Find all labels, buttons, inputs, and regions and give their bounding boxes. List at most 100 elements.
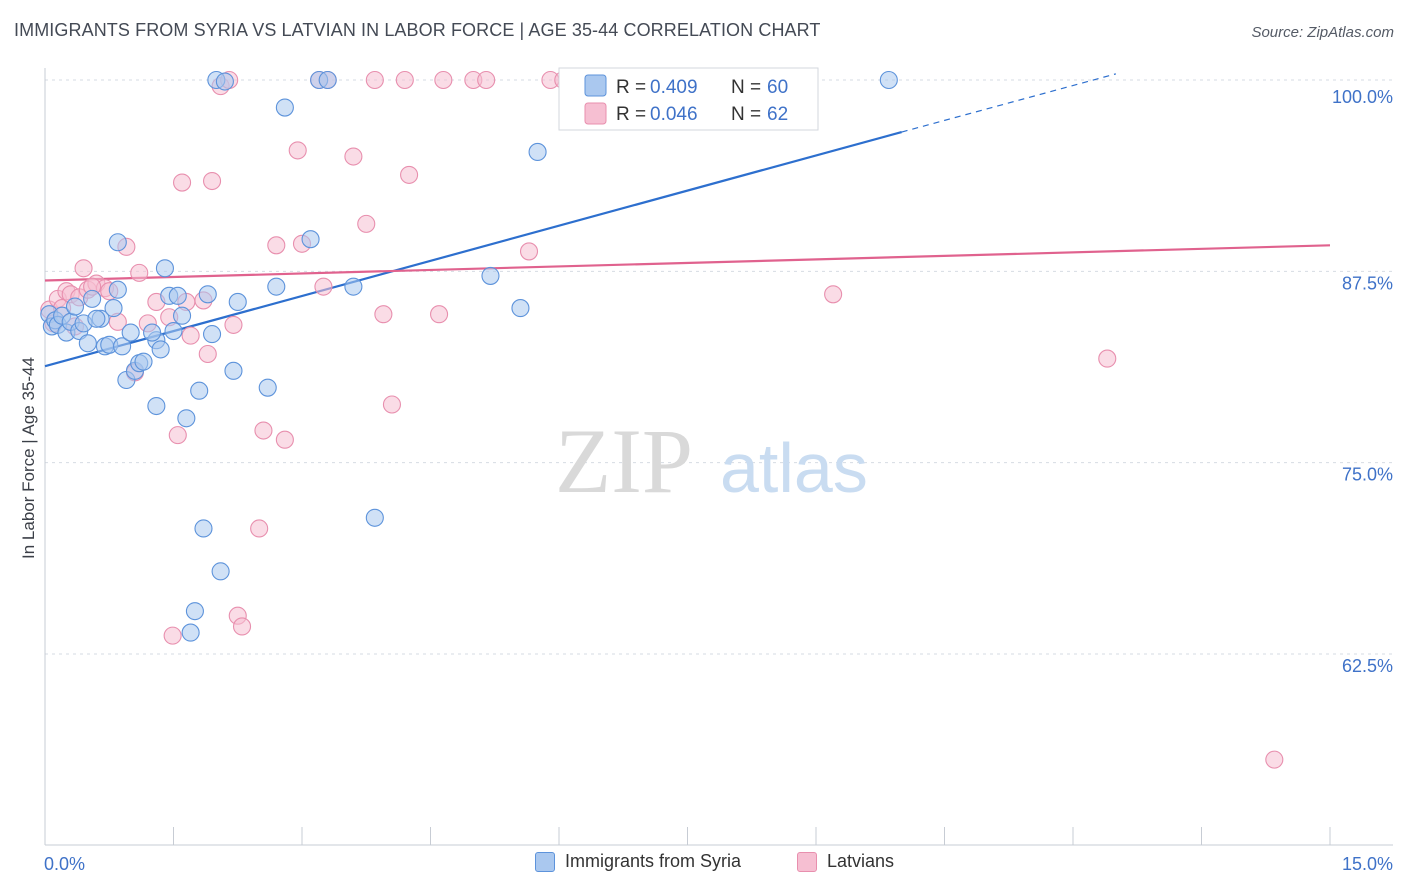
syria-point-48 bbox=[365, 508, 384, 527]
syria-point-57 bbox=[108, 233, 127, 252]
latvians-point-20 bbox=[173, 173, 192, 192]
latvians-point-44 bbox=[395, 70, 414, 90]
syria-point-50 bbox=[481, 266, 500, 285]
latvians-point-46 bbox=[430, 305, 449, 324]
syria-point-24 bbox=[147, 396, 166, 416]
latvians-point-40 bbox=[357, 214, 376, 233]
latvians-point-22 bbox=[181, 326, 200, 345]
syria-point-41 bbox=[258, 378, 277, 397]
bottom-legend: Immigrants from Syria Latvians bbox=[0, 851, 1406, 879]
syria-point-47 bbox=[344, 277, 363, 296]
syria-point-32 bbox=[190, 381, 209, 400]
legend-n-value-2: 62 bbox=[767, 104, 788, 125]
legend-n-label-2: N = bbox=[731, 104, 761, 125]
syria-point-11 bbox=[83, 289, 102, 308]
latvians-point-15 bbox=[130, 263, 149, 282]
trend-line-syria-extension bbox=[901, 73, 1116, 133]
latvians-point-38 bbox=[314, 277, 333, 296]
syria-point-44 bbox=[301, 230, 320, 249]
legend-r-label-2: R = bbox=[616, 104, 646, 125]
latvians-point-45 bbox=[400, 165, 419, 184]
chart-title: IMMIGRANTS FROM SYRIA VS LATVIAN IN LABO… bbox=[14, 20, 821, 40]
swatch-syria bbox=[535, 851, 555, 872]
syria-point-28 bbox=[164, 321, 183, 341]
trend-line-latvians bbox=[44, 244, 1331, 282]
latvians-point-25 bbox=[203, 171, 222, 191]
syria-point-30 bbox=[173, 306, 192, 325]
syria-point-46 bbox=[318, 70, 337, 90]
syria-point-25 bbox=[151, 340, 170, 359]
syria-point-49 bbox=[528, 142, 547, 161]
syria-point-31 bbox=[177, 409, 196, 428]
syria-point-42 bbox=[267, 277, 286, 296]
latvians-point-30 bbox=[232, 617, 252, 636]
source-label: Source: ZipAtlas.com bbox=[1251, 24, 1394, 41]
y-tick-labels: 100.0% 87.5% 75.0% 62.5% bbox=[1332, 87, 1393, 676]
x-tick-label-0: 0.0% bbox=[44, 854, 85, 874]
syria-point-33 bbox=[194, 519, 213, 538]
bottom-legend-item-latvians: Latvians bbox=[797, 851, 894, 872]
latvians-point-49 bbox=[477, 70, 496, 90]
syria-point-55 bbox=[185, 602, 204, 621]
latvians-point-24 bbox=[198, 344, 217, 364]
x-tick-labels: 0.0% 15.0% bbox=[44, 854, 1393, 874]
latvians-point-57 bbox=[1265, 750, 1284, 769]
latvians-point-56 bbox=[1098, 349, 1117, 368]
syria-point-19 bbox=[121, 323, 140, 342]
bottom-legend-item-syria: Immigrants from Syria bbox=[535, 851, 741, 872]
bottom-legend-label-syria: Immigrants from Syria bbox=[565, 851, 742, 871]
y-tick-label-0: 100.0% bbox=[1332, 87, 1393, 107]
syria-point-35 bbox=[203, 325, 222, 344]
syria-point-10 bbox=[78, 334, 97, 353]
latvians-point-35 bbox=[288, 141, 307, 160]
legend-r-value-1: 0.409 bbox=[650, 77, 698, 98]
syria-point-26 bbox=[155, 259, 174, 278]
latvians-point-41 bbox=[365, 70, 384, 90]
latvians-point-47 bbox=[434, 70, 453, 90]
syria-point-37 bbox=[211, 562, 230, 581]
latvians-point-33 bbox=[267, 236, 286, 255]
y-tick-label-3: 62.5% bbox=[1342, 656, 1393, 676]
syria-point-38 bbox=[215, 72, 234, 91]
points-syria bbox=[40, 70, 898, 642]
syria-point-7 bbox=[65, 297, 85, 316]
syria-point-34 bbox=[198, 285, 217, 304]
syria-point-22 bbox=[134, 352, 153, 371]
watermark-atlas: atlas bbox=[720, 429, 868, 507]
y-tick-label-1: 87.5% bbox=[1342, 273, 1393, 293]
syria-point-16 bbox=[108, 280, 127, 299]
latvians-point-58 bbox=[163, 626, 182, 645]
legend-box: R = 0.409 N = 60 R = 0.046 N = 62 bbox=[558, 67, 819, 131]
latvians-point-32 bbox=[254, 421, 273, 440]
axes bbox=[44, 68, 1393, 846]
syria-point-29 bbox=[168, 286, 187, 305]
watermark-zip: ZIP bbox=[555, 410, 693, 512]
latvians-point-39 bbox=[344, 147, 363, 166]
latvians-point-19 bbox=[168, 426, 187, 445]
latvians-point-55 bbox=[824, 285, 843, 304]
syria-point-15 bbox=[104, 299, 123, 318]
syria-point-40 bbox=[228, 292, 247, 311]
latvians-point-42 bbox=[374, 305, 393, 324]
y-axis-label: In Labor Force | Age 35-44 bbox=[19, 357, 38, 559]
syria-point-56 bbox=[181, 623, 200, 642]
syria-point-59 bbox=[87, 309, 106, 328]
latvians-point-31 bbox=[250, 519, 269, 538]
swatch-latvians bbox=[797, 851, 817, 872]
x-tick-label-1: 15.0% bbox=[1342, 854, 1393, 874]
latvians-point-7 bbox=[74, 259, 93, 278]
syria-point-39 bbox=[224, 361, 243, 380]
syria-point-17 bbox=[113, 337, 132, 356]
latvians-point-28 bbox=[224, 315, 243, 334]
y-tick-label-2: 75.0% bbox=[1342, 465, 1393, 485]
legend-swatch-blue bbox=[584, 74, 607, 97]
latvians-point-43 bbox=[382, 395, 402, 414]
latvians-point-50 bbox=[519, 242, 539, 261]
legend-swatch-pink bbox=[584, 102, 607, 125]
syria-point-43 bbox=[275, 98, 294, 117]
latvians-point-34 bbox=[275, 430, 294, 449]
legend-r-value-2: 0.046 bbox=[650, 104, 698, 125]
bottom-legend-label-latvians: Latvians bbox=[827, 851, 895, 871]
syria-point-54 bbox=[879, 70, 898, 90]
